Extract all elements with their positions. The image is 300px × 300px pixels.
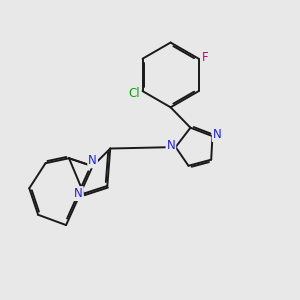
Text: N: N xyxy=(74,187,83,200)
Text: N: N xyxy=(213,128,221,141)
Text: N: N xyxy=(88,154,97,167)
Text: Cl: Cl xyxy=(128,87,140,100)
Text: N: N xyxy=(167,139,175,152)
Text: F: F xyxy=(202,51,208,64)
